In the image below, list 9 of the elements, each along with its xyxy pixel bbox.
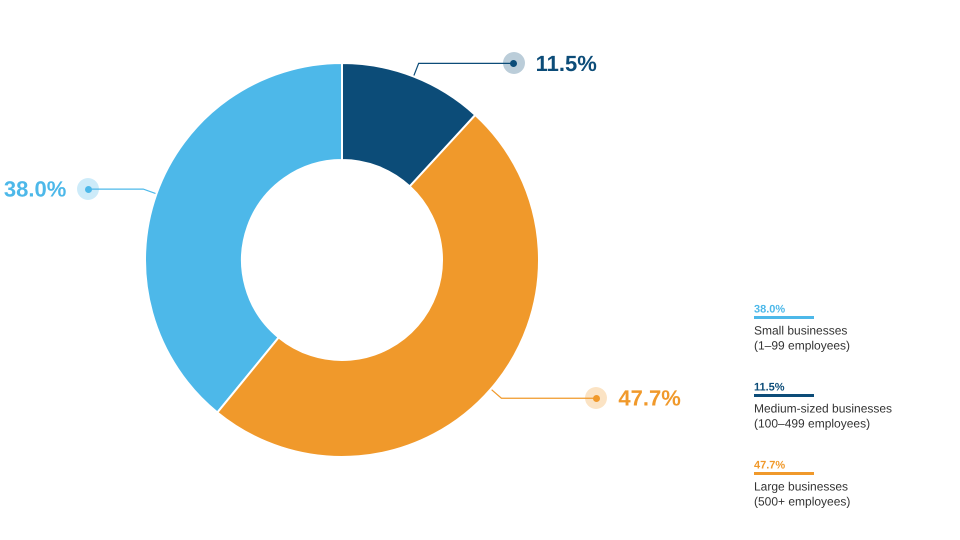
legend-label: Small businesses (1–99 employees) [754,324,850,352]
data-label: 11.5% [536,50,597,76]
text: 47.7% [754,460,786,472]
text: 11.5% [754,382,785,394]
data-label: 47.7% [618,386,681,411]
data-label: 38.0% [4,176,66,202]
legend-label: Medium-sized businesses (100–499 employees) [754,402,892,430]
text: 38.0% [754,304,786,316]
legend-label: Large businesses (500+ employees) [754,480,850,508]
